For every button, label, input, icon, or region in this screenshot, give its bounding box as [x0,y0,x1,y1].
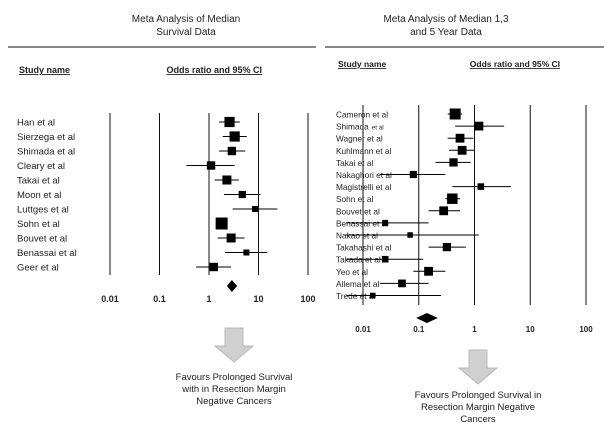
effect-marker [226,233,236,243]
x-tick-label: 100 [579,325,593,334]
effect-marker [455,133,465,143]
x-tick-label: 1 [206,294,211,304]
effect-marker [424,266,433,276]
study-label: Nakaghori et al [336,170,392,180]
x-tick-label: 10 [526,325,535,334]
effect-marker [243,249,250,256]
study-label: Takai et al [336,158,374,168]
footer-line: Cancers [460,414,496,425]
effect-marker [457,145,467,155]
x-tick-label: 0.1 [413,325,425,334]
effect-marker [206,161,216,170]
study-label: Takahashi et al [336,243,392,253]
column-header-study-name: Study name [338,59,386,69]
x-tick-label: 100 [300,294,315,304]
study-label: Sohn et al [336,194,374,204]
study-label: Benassai et al [17,248,77,259]
footer-line: Negative Cancers [196,396,272,407]
study-label: Wagner et al [336,134,383,144]
effect-marker [209,262,218,272]
study-label: Shimada et al [17,147,75,158]
effect-marker [398,279,406,288]
effect-marker [215,217,228,230]
column-header-odds-ratio: Odds ratio and 95% CI [470,59,560,69]
column-header-odds-ratio: Odds ratio and 95% CI [166,65,262,75]
study-label: Magistrelli et al [336,182,391,192]
pooled-estimate-diamond [416,313,438,323]
study-label: Allema et al [336,279,380,289]
effect-marker [381,255,389,263]
effect-marker [449,158,458,167]
x-tick-label: 0.01 [101,294,119,304]
effect-marker [238,190,246,199]
effect-marker [224,116,235,128]
column-header-study-name: Study name [19,65,70,75]
x-tick-label: 0.01 [355,325,371,334]
study-label: Takai et al [17,176,60,187]
study-label-suffix: et al [372,125,384,132]
effect-marker [449,108,461,120]
study-label: Geer et al [17,263,59,274]
study-label: Moon et al [17,190,61,201]
chart-title-line: Meta Analysis of Median 1,3 [383,14,509,25]
down-arrow-icon [457,349,499,385]
down-arrow-icon [213,327,255,363]
study-label: Bouvet et al [336,206,380,216]
x-tick-label: 0.1 [153,294,166,304]
x-tick-label: 1 [472,325,477,334]
study-label: Cleary et al [17,161,65,172]
chart-title-line: Survival Data [156,27,216,38]
footer-line: Favours Prolonged Survival [176,372,293,383]
effect-marker [474,121,484,131]
study-label: Bouvet et al [17,234,67,245]
chart-title-line: Meta Analysis of Median [132,14,240,25]
effect-marker [370,292,376,299]
study-label: Luttges et al [17,205,69,216]
study-label: Shimada et al [336,122,384,132]
effect-marker [252,206,259,212]
x-tick-label: 10 [253,294,263,304]
forest-panel-2: Meta Analysis of Median 1,3 and 5 Year Da… [325,14,604,425]
effect-marker [447,193,458,204]
effect-marker [409,170,417,179]
effect-marker [439,206,449,216]
study-label: Han et al [17,118,55,129]
footer-line: Resection Margin Negative [421,402,535,413]
study-label: Sohn et al [17,219,60,230]
effect-marker [382,219,389,226]
footer-line: with in Resection Margin [181,384,286,395]
study-label: Cameron et al [336,110,388,120]
effect-marker [442,242,452,252]
footer-line: Favours Prolonged Survival in [415,390,542,401]
study-label: Yeo et al [336,267,368,277]
effect-marker [229,131,240,142]
effect-marker [227,146,237,156]
study-label: Kuhlmann et al [336,146,392,156]
chart-title-line: and 5 Year Data [410,27,482,38]
pooled-estimate-diamond [226,280,238,292]
study-label: Sierzega et al [17,132,75,143]
forest-panel-1: Meta Analysis of Median Survival Data Stud… [8,14,316,407]
effect-marker [477,183,485,190]
effect-marker [407,232,413,238]
effect-marker [222,175,232,185]
